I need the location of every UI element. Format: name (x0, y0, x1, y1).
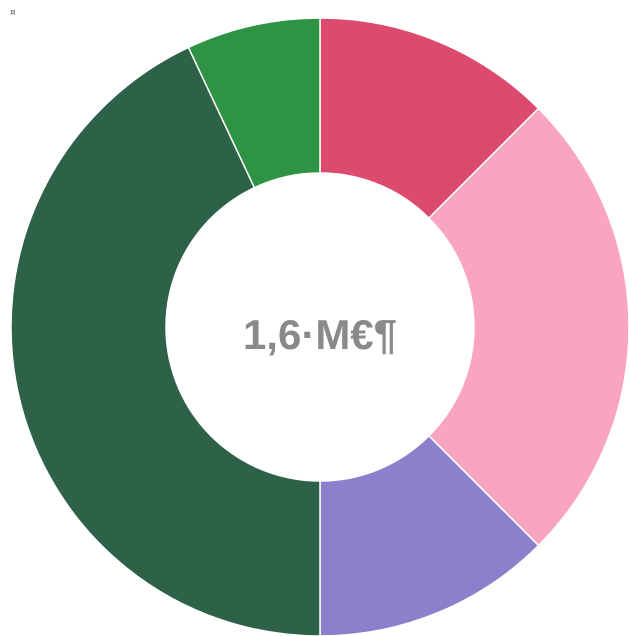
corner-mark: ¤ (10, 8, 16, 18)
donut-slice-2 (427, 107, 629, 547)
donut-slice-5 (187, 17, 321, 189)
donut-slice-1 (319, 17, 540, 220)
donut-slices (10, 17, 629, 636)
donut-slice-4 (10, 46, 321, 636)
center-label: 1,6·M€¶ (243, 311, 397, 358)
